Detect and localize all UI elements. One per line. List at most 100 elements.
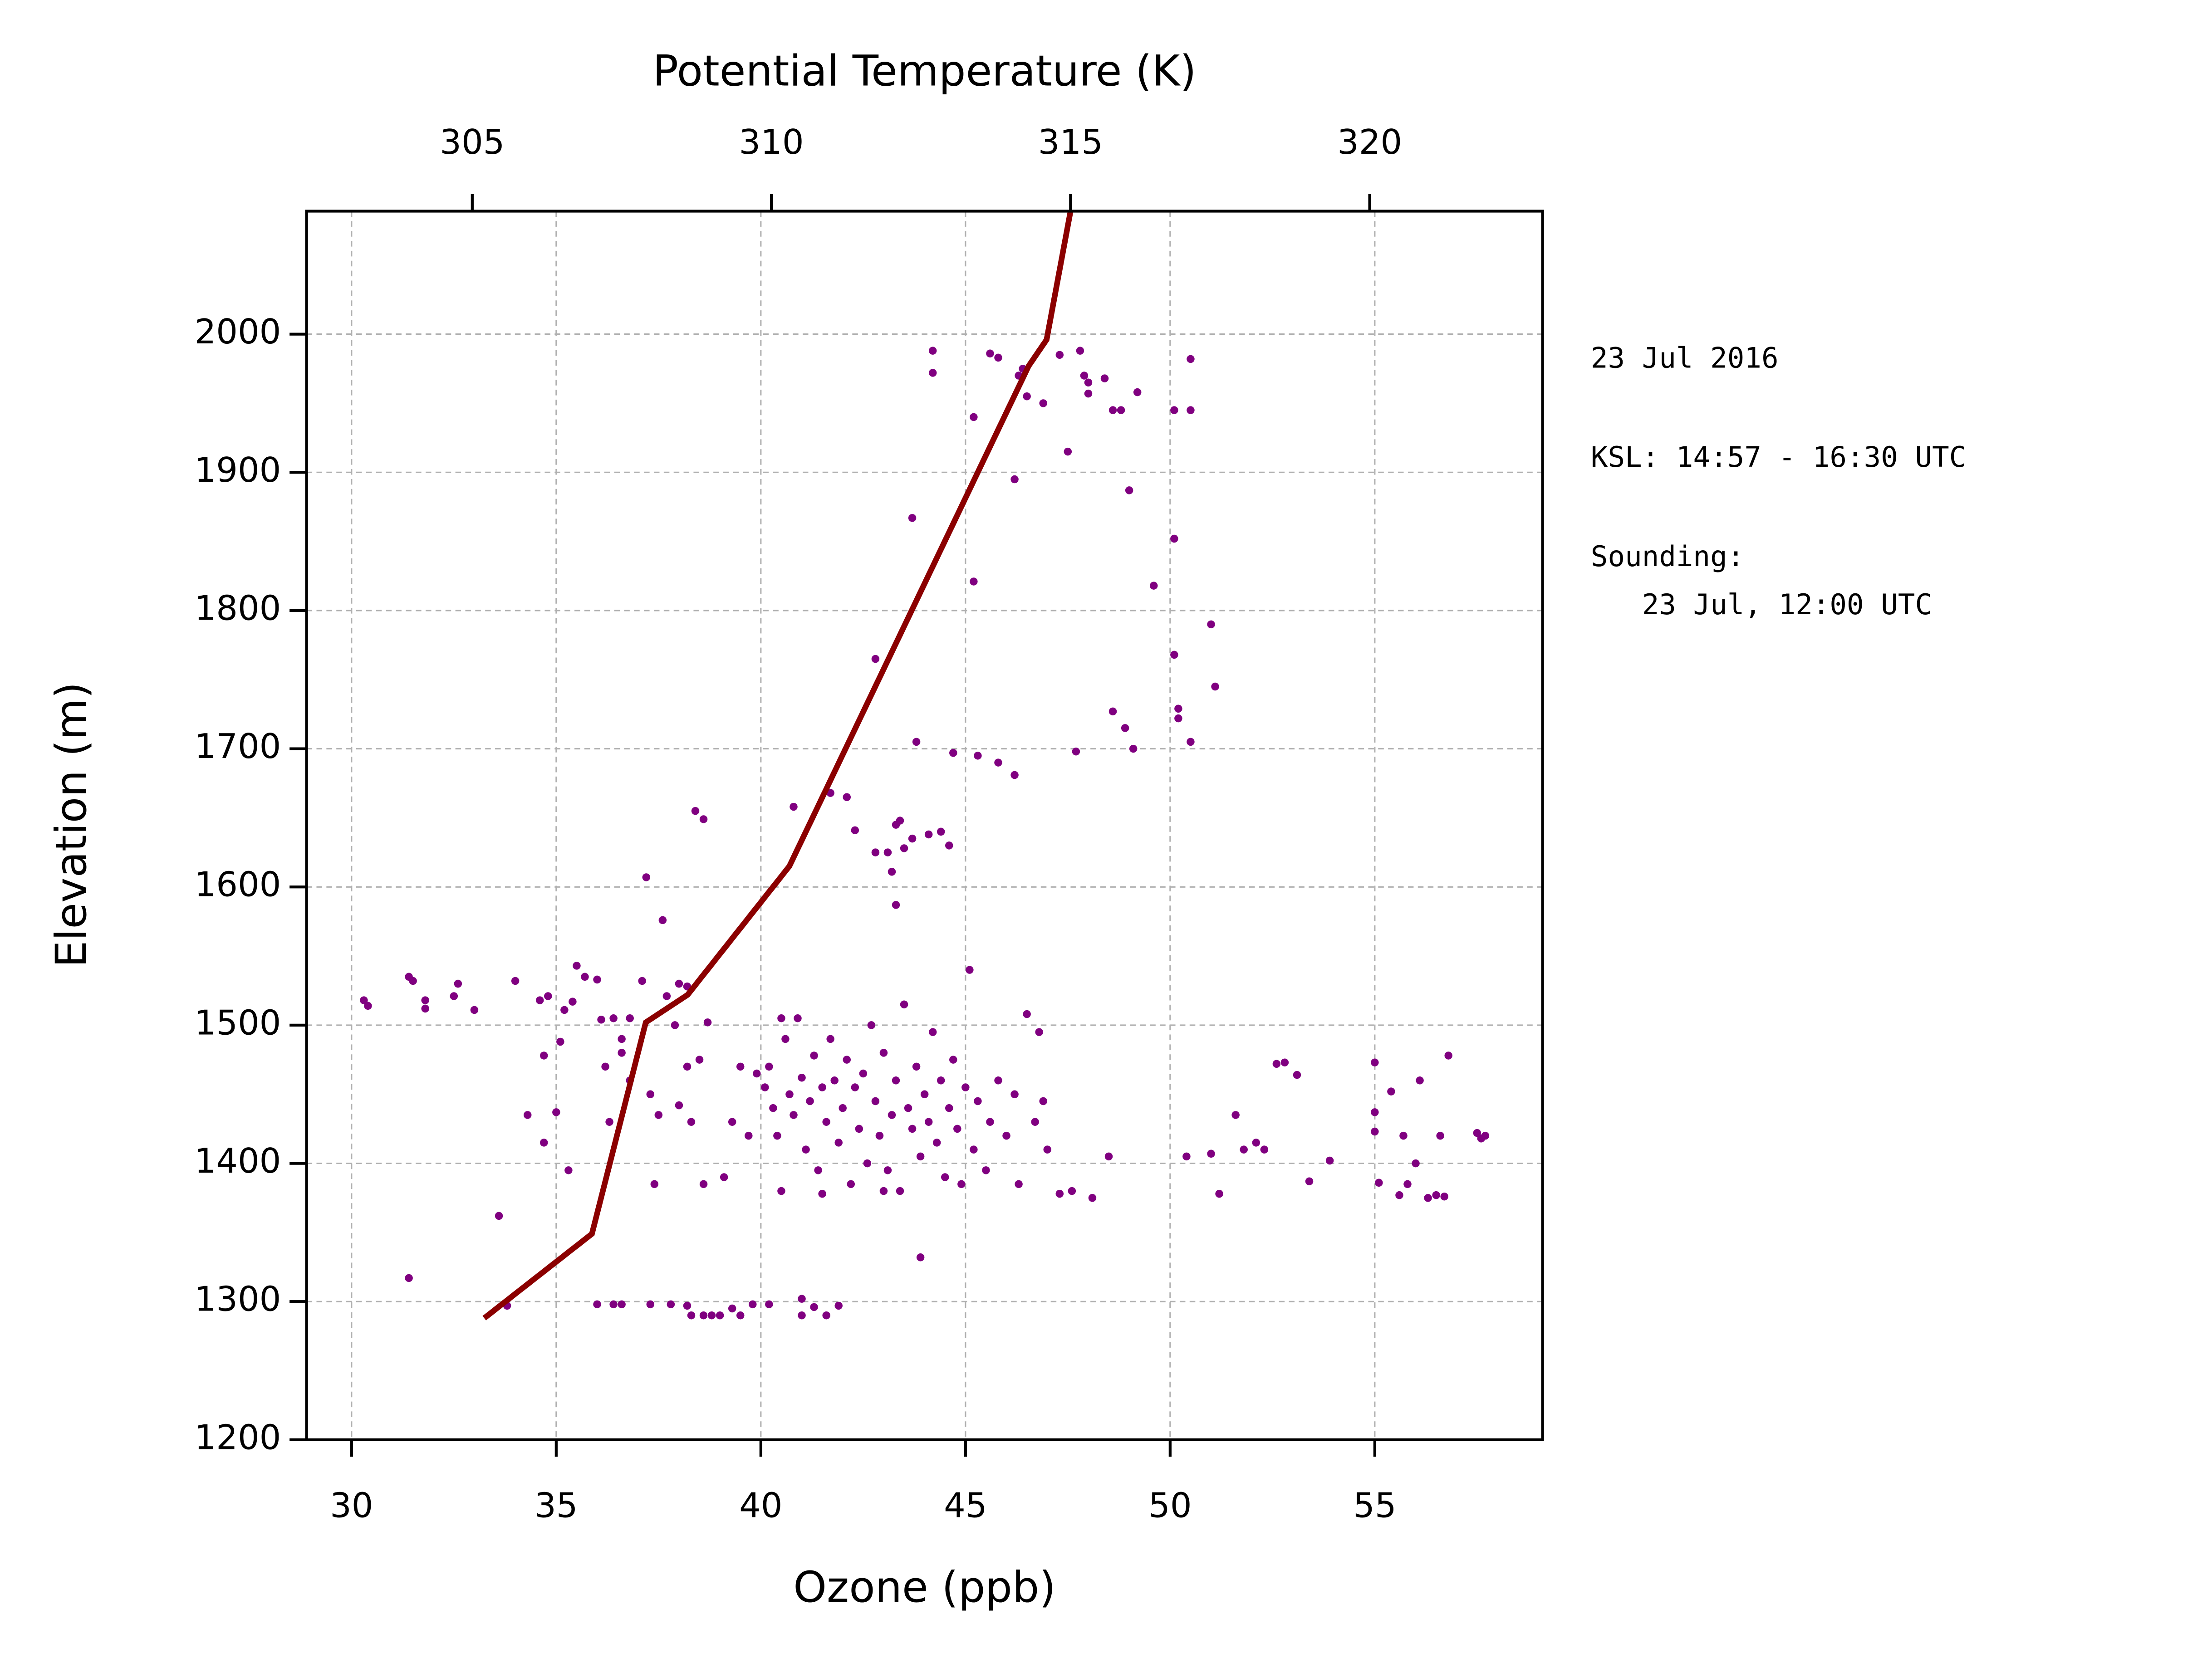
data-point (970, 577, 978, 586)
y-tick-label: 1500 (195, 1003, 281, 1042)
data-point (470, 1006, 479, 1014)
data-point (798, 1295, 806, 1303)
data-point (699, 1180, 708, 1188)
data-point (687, 1118, 696, 1126)
data-point (1104, 1152, 1113, 1161)
x-tick-label: 45 (944, 1485, 987, 1525)
data-point (1043, 1145, 1051, 1154)
data-point (928, 1028, 937, 1036)
data-point (687, 1311, 696, 1320)
data-point (871, 655, 880, 663)
data-point (1252, 1139, 1260, 1147)
data-point (1211, 682, 1219, 691)
data-point (1100, 374, 1109, 382)
data-point (892, 1076, 900, 1085)
data-point (707, 1311, 716, 1320)
data-point (777, 1014, 785, 1022)
data-point (1403, 1180, 1412, 1188)
data-point (945, 1104, 953, 1112)
data-point (1068, 1187, 1076, 1195)
data-point (675, 1101, 683, 1110)
data-point (859, 1069, 868, 1078)
data-point (892, 901, 900, 909)
data-point (790, 802, 798, 811)
data-point (1293, 1071, 1301, 1079)
y-axis-label: Elevation (m) (47, 682, 96, 967)
x2-tick-label: 320 (1337, 122, 1402, 162)
data-point (581, 973, 589, 981)
data-point (904, 1104, 912, 1112)
data-point (1174, 704, 1182, 713)
y-tick-label: 1400 (195, 1141, 281, 1181)
annotation: Sounding: (1591, 540, 1744, 573)
data-point (1174, 714, 1182, 723)
data-point (777, 1187, 785, 1195)
data-point (1129, 744, 1138, 753)
data-point (1023, 392, 1031, 401)
data-point (994, 758, 1002, 767)
data-point (1424, 1194, 1432, 1202)
data-point (569, 998, 577, 1006)
data-point (1481, 1131, 1490, 1140)
data-point (662, 992, 671, 1000)
x-tick-label: 35 (535, 1485, 578, 1525)
data-point (822, 1311, 830, 1320)
data-point (1187, 738, 1195, 746)
data-point (409, 977, 417, 985)
data-point (867, 1021, 876, 1029)
data-point (875, 1131, 884, 1140)
y-tick-label: 1200 (195, 1417, 281, 1457)
data-point (450, 992, 458, 1000)
data-point (863, 1159, 872, 1168)
data-point (560, 1006, 569, 1014)
data-point (1035, 1028, 1043, 1036)
data-point (834, 1139, 843, 1147)
data-point (966, 966, 974, 974)
data-point (745, 1131, 753, 1140)
data-point (699, 1311, 708, 1320)
data-point (1444, 1052, 1452, 1060)
data-point (495, 1212, 503, 1220)
data-point (847, 1180, 855, 1188)
data-point (646, 1090, 655, 1099)
data-point (883, 848, 892, 856)
data-point (769, 1104, 777, 1112)
data-point (1260, 1145, 1269, 1154)
data-point (454, 979, 462, 988)
data-point (523, 1111, 532, 1119)
data-point (618, 1035, 626, 1043)
data-point (957, 1180, 966, 1188)
data-point (961, 1083, 970, 1091)
data-point (1440, 1192, 1448, 1201)
data-point (879, 1187, 888, 1195)
data-point (593, 975, 601, 984)
data-point (814, 1166, 822, 1174)
data-point (896, 1187, 904, 1195)
data-point (605, 1118, 613, 1126)
data-point (932, 1139, 941, 1147)
data-point (970, 413, 978, 421)
y-tick-label: 2000 (195, 312, 281, 352)
data-point (765, 1062, 773, 1071)
data-point (912, 1062, 921, 1071)
data-point (609, 1300, 618, 1309)
data-point (683, 1062, 692, 1071)
data-point (695, 1056, 704, 1064)
x-tick-label: 50 (1148, 1485, 1192, 1525)
data-point (728, 1118, 736, 1126)
data-point (609, 1014, 618, 1022)
data-point (1010, 475, 1019, 484)
y-tick-label: 1900 (195, 450, 281, 490)
data-point (1084, 378, 1093, 386)
x-tick-label: 40 (739, 1485, 782, 1525)
data-point (974, 1097, 982, 1105)
data-point (1010, 771, 1019, 779)
data-point (626, 1014, 634, 1022)
data-point (826, 1035, 834, 1043)
data-point (900, 1000, 908, 1008)
data-point (1371, 1058, 1379, 1066)
data-point (1108, 406, 1117, 414)
annotation: KSL: 14:57 - 16:30 UTC (1591, 440, 1966, 474)
